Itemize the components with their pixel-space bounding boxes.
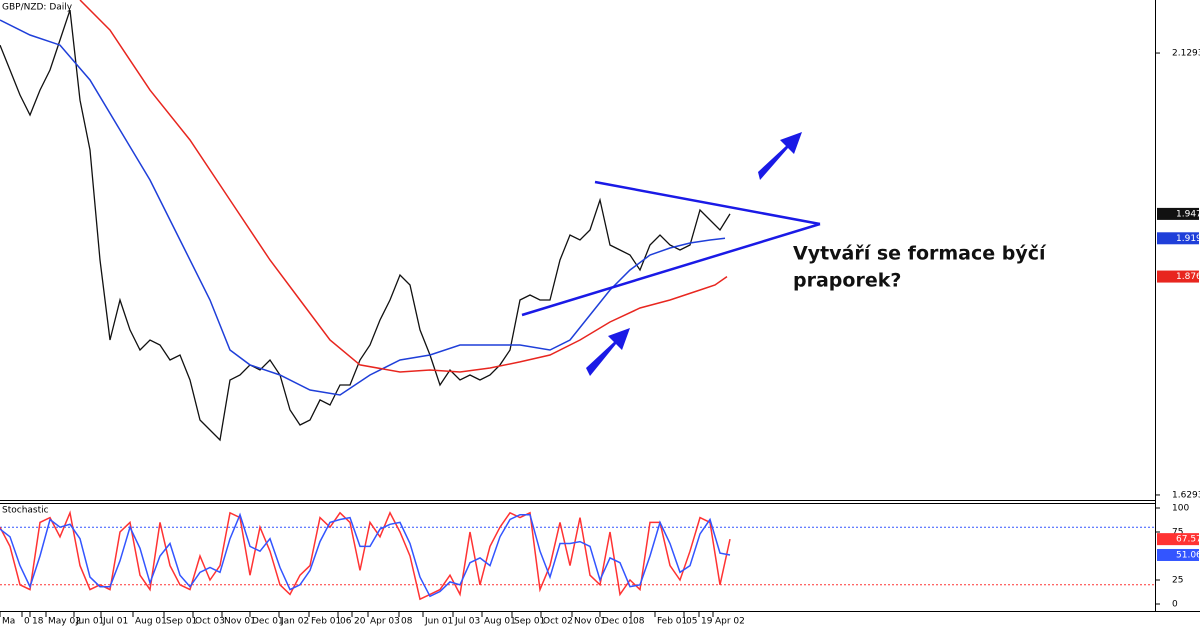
x-tick-label: Ma xyxy=(2,617,15,627)
x-tick-label: Dec 01 xyxy=(252,617,284,627)
y-tick-label: 25 xyxy=(1172,576,1183,586)
x-tick-label: Oct 02 xyxy=(543,617,573,627)
x-tick-label: Jun 01 xyxy=(424,617,453,627)
x-tick-label: Jul 01 xyxy=(102,617,128,627)
last-value-label: 51.06 xyxy=(1176,550,1200,560)
x-tick-label: May 02 xyxy=(48,617,81,627)
pennant-line xyxy=(521,222,821,317)
annotation: Vytváří se formace býčí xyxy=(793,243,1047,265)
chart-title: GBP/NZD: Daily xyxy=(2,3,73,13)
x-tick-label: Nov 01 xyxy=(574,617,606,627)
x-tick-label: Apr 03 xyxy=(370,617,400,627)
y-tick-label: 1.6293 xyxy=(1172,490,1200,500)
x-tick-label: Sep 01 xyxy=(514,617,545,627)
x-tick-label: 05 xyxy=(686,617,697,627)
annotation: praporek? xyxy=(793,270,901,292)
plot-area xyxy=(0,0,1155,601)
pennant xyxy=(521,180,821,317)
last-value-label: 1.9197 xyxy=(1176,234,1200,244)
x-tick-label: Feb 01 xyxy=(311,617,341,627)
last-value-label: 1.9473 xyxy=(1176,209,1200,219)
series-line xyxy=(0,19,726,396)
x-tick-label: 0 xyxy=(24,617,30,627)
x-tick-label: Aug 01 xyxy=(135,617,167,627)
y-tick-label: 75 xyxy=(1172,528,1183,538)
last-value-label: 67.57 xyxy=(1176,535,1200,545)
y-tick-label: 2.1293 xyxy=(1172,49,1200,59)
last-value-box xyxy=(1157,207,1199,220)
last-value-label: 1.8764 xyxy=(1176,272,1200,282)
title-bg xyxy=(0,504,40,515)
x-tick-label: 08 xyxy=(401,617,413,627)
title-bg xyxy=(0,0,60,13)
x-tick-label: 19 xyxy=(701,617,713,627)
x-tick-label: Apr 02 xyxy=(715,617,745,627)
x-tick-label: 20 xyxy=(354,617,366,627)
x-tick-label: Oct 03 xyxy=(195,617,225,627)
indicator-title: Stochastic xyxy=(2,506,49,516)
arrow-up xyxy=(758,132,802,180)
x-tick-label: Jun 01 xyxy=(75,617,104,627)
y-tick-label: 100 xyxy=(1172,504,1189,514)
x-tick-label: 06 xyxy=(340,617,352,627)
series-line xyxy=(79,0,728,373)
x-tick-label: 08 xyxy=(633,617,645,627)
series-line xyxy=(0,9,731,442)
x-tick-label: 18 xyxy=(32,617,44,627)
x-tick-label: Jan 02 xyxy=(280,617,309,627)
pennant-line xyxy=(594,180,821,226)
last-value-box xyxy=(1157,533,1199,546)
x-tick-label: Dec 01 xyxy=(602,617,634,627)
arrow-up xyxy=(586,328,630,376)
x-tick-label: Sep 01 xyxy=(166,617,197,627)
last-value-box xyxy=(1157,270,1199,283)
x-tick-label: Aug 01 xyxy=(484,617,516,627)
last-value-box xyxy=(1157,548,1199,561)
y-tick-label: 0 xyxy=(1172,600,1178,610)
series-line xyxy=(0,512,731,598)
last-value-box xyxy=(1157,232,1199,245)
x-tick-label: Feb 01 xyxy=(657,617,687,627)
x-tick-label: Jul 03 xyxy=(454,617,480,627)
x-tick-label: Nov 01 xyxy=(224,617,256,627)
